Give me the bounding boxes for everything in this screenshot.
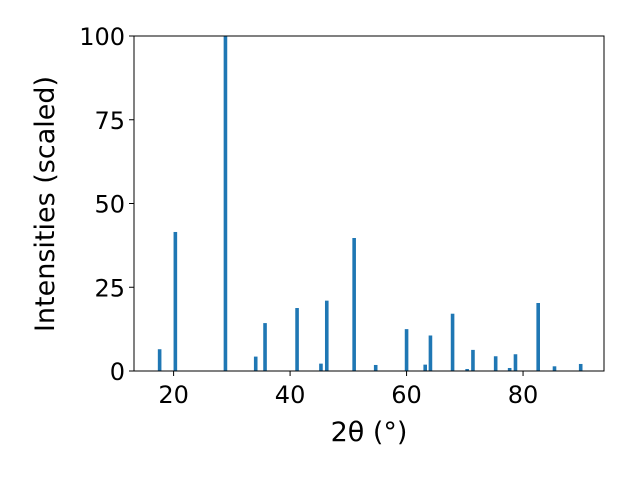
bar (253, 356, 258, 371)
bar (373, 364, 378, 371)
bar (423, 364, 427, 371)
bar (319, 363, 323, 371)
y-axis: 0 25 50 75 100 (79, 23, 134, 386)
bar (513, 354, 518, 371)
bar (157, 349, 162, 371)
bar (493, 356, 498, 371)
bar (552, 366, 557, 371)
bar (173, 231, 178, 371)
bar (471, 349, 475, 371)
x-tick-label: 20 (158, 381, 189, 409)
bar (465, 368, 469, 371)
y-axis-label: Intensities (scaled) (30, 76, 61, 332)
bar (578, 363, 583, 371)
bar (352, 238, 356, 371)
x-tick-label: 60 (391, 381, 422, 409)
x-tick-label: 80 (508, 381, 539, 409)
x-axis: 20 40 60 80 (158, 371, 538, 409)
bars-group (157, 36, 583, 372)
bar (324, 300, 329, 371)
bar (536, 303, 540, 371)
y-tick-label: 75 (94, 107, 125, 135)
bar (428, 335, 433, 371)
y-tick-label: 50 (94, 191, 125, 219)
bar (263, 323, 267, 371)
x-tick-label: 40 (275, 381, 306, 409)
y-tick-label: 0 (110, 358, 125, 386)
bar (223, 36, 228, 371)
plot-frame (133, 35, 605, 372)
bar (404, 329, 409, 372)
y-tick-label: 100 (79, 23, 125, 51)
y-tick-label: 25 (94, 274, 125, 302)
x-axis-label: 2θ (°) (331, 417, 408, 448)
bar (507, 367, 512, 371)
bar (295, 308, 299, 371)
bar (450, 313, 455, 371)
